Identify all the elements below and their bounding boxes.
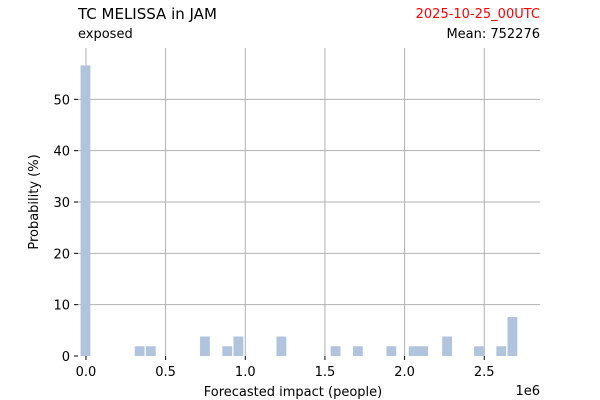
x-tick-label: 1.5 (315, 365, 336, 380)
x-axis-label: Forecasted impact (people) (204, 385, 382, 400)
histogram-bar (134, 346, 145, 356)
y-tick-label: 0 (62, 350, 70, 365)
histogram-bar (145, 346, 156, 356)
histogram-bar (386, 346, 397, 356)
histogram-bar (408, 346, 419, 356)
histogram-bar (496, 346, 507, 356)
histogram-bar (352, 346, 363, 356)
y-tick-label: 10 (53, 299, 70, 314)
grid-lines (78, 48, 540, 356)
forecast-date: 2025-10-25_00UTC (415, 7, 540, 22)
histogram-bar (222, 346, 233, 356)
histogram-bar (507, 316, 518, 356)
y-axis-label: Probability (%) (27, 154, 42, 249)
x-tick-label: 1.0 (235, 365, 256, 380)
x-tick-label: 2.5 (474, 365, 495, 380)
x-axis-ticks: 0.0 0.5 1.0 1.5 2.0 2.5 (76, 356, 495, 380)
histogram-bar (442, 336, 453, 356)
x-tick-label: 0.5 (155, 365, 176, 380)
x-axis-scale-label: 1e6 (515, 384, 540, 399)
y-axis-ticks: 0 10 20 30 40 50 (53, 93, 78, 365)
histogram-bar (233, 336, 244, 356)
histogram-bar (200, 336, 210, 356)
mean-value: Mean: 752276 (446, 27, 540, 42)
x-tick-label: 2.0 (394, 365, 415, 380)
x-tick-label: 0.0 (76, 365, 97, 380)
y-tick-label: 20 (53, 247, 70, 262)
histogram-bar (330, 346, 341, 356)
chart-title: TC MELISSA in JAM (78, 5, 217, 23)
y-tick-label: 50 (53, 93, 70, 108)
histogram-bars (80, 65, 518, 356)
chart-subtitle: exposed (78, 27, 133, 42)
y-tick-label: 40 (53, 145, 70, 160)
y-tick-label: 30 (53, 196, 70, 211)
histogram-bar (474, 346, 484, 356)
histogram-bar (80, 65, 91, 356)
histogram-bar (418, 346, 429, 356)
histogram-bar (276, 336, 287, 356)
